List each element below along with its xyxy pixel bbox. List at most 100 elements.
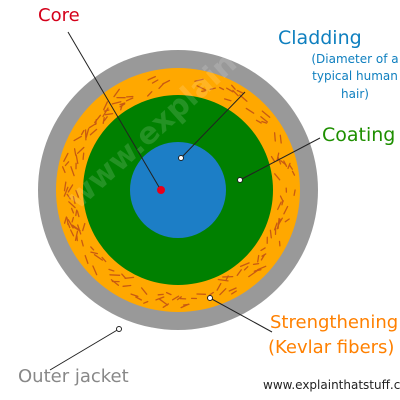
kevlar-fiber-stroke: [218, 86, 225, 91]
kevlar-fiber-stroke: [93, 254, 104, 261]
kevlar-fiber-stroke: [243, 266, 249, 271]
kevlar-fiber-stroke: [228, 287, 237, 292]
kevlar-fiber-stroke: [71, 216, 75, 223]
kevlar-fiber-stroke: [66, 193, 71, 200]
kevlar-fiber-stroke: [257, 254, 260, 263]
cladding-pointer-dot: [178, 155, 184, 161]
coating-label: Coating: [322, 124, 396, 146]
kevlar-fiber-stroke: [90, 251, 99, 255]
kevlar-fiber-stroke: [180, 303, 190, 309]
kevlar-fiber-stroke: [255, 119, 262, 124]
kevlar-fiber-stroke: [67, 184, 74, 193]
kevlar-fiber-stroke: [122, 284, 132, 287]
kevlar-fiber-stroke: [102, 117, 105, 125]
kevlar-fiber-stroke: [75, 189, 80, 198]
kevlar-fiber-stroke: [102, 107, 109, 118]
strengthening-label: Strengthening: [270, 312, 399, 333]
kevlar-fiber-stroke: [108, 268, 115, 272]
kevlar-fiber-stroke: [73, 148, 77, 156]
kevlar-fiber-stroke: [92, 265, 98, 276]
kevlar-fiber-stroke: [232, 89, 239, 97]
kevlar-fiber-stroke: [155, 296, 165, 301]
kevlar-fiber-stroke: [76, 210, 80, 218]
outer-jacket-leader-line: [49, 328, 120, 371]
strengthening-pointer-dot: [207, 295, 213, 301]
kevlar-fiber-stroke: [171, 295, 180, 301]
kevlar-fiber-stroke: [147, 91, 153, 97]
kevlar-fiber-stroke: [135, 296, 143, 301]
kevlar-fiber-stroke: [121, 273, 126, 279]
kevlar-fiber-stroke: [283, 205, 289, 215]
kevlar-fiber-stroke: [248, 270, 258, 278]
kevlar-fiber-stroke: [194, 78, 204, 82]
kevlar-fiber-stroke: [67, 222, 71, 229]
kevlar-fiber-stroke: [288, 164, 293, 170]
kevlar-fiber-stroke: [80, 129, 85, 136]
kevlar-fiber-stroke: [287, 162, 291, 170]
kevlar-fiber-stroke: [90, 246, 95, 251]
kevlar-fiber-stroke: [111, 101, 122, 105]
kevlar-fiber-stroke: [201, 89, 207, 93]
kevlar-fiber-stroke: [252, 262, 260, 266]
kevlar-fiber-stroke: [273, 132, 276, 142]
kevlar-fiber-stroke: [279, 134, 282, 144]
kevlar-fiber-stroke: [77, 224, 82, 235]
kevlar-fiber-stroke: [113, 88, 120, 98]
kevlar-fiber-stroke: [261, 253, 267, 257]
kevlar-fiber-stroke: [216, 282, 222, 291]
kevlar-fiber-stroke: [143, 300, 149, 304]
kevlar-fiber-stroke: [293, 189, 296, 197]
outer-jacket-pointer-dot: [116, 326, 122, 332]
kevlar-fiber-stroke: [158, 82, 165, 90]
kevlar-fiber-stroke: [94, 114, 102, 124]
kevlar-fiber-stroke: [261, 110, 271, 118]
kevlar-fiber-stroke: [103, 101, 109, 111]
outer-jacket-label: Outer jacket: [18, 366, 129, 387]
kevlar-fiber-stroke: [73, 135, 82, 142]
cladding-layer: [130, 142, 226, 238]
kevlar-fiber-stroke: [217, 278, 229, 282]
kevlar-fiber-stroke: [69, 229, 75, 237]
kevlar-fiber-texture: [61, 75, 296, 309]
kevlar-fiber-stroke: [75, 209, 78, 217]
site-credit: www.explainthatstuff.com: [263, 378, 400, 392]
kevlar-fiber-stroke: [84, 254, 89, 265]
kevlar-fiber-stroke: [245, 107, 255, 114]
kevlar-fiber-stroke: [103, 109, 110, 112]
kevlar-fiber-stroke: [279, 195, 284, 203]
kevlar-fiber-stroke: [82, 152, 85, 160]
kevlar-fiber-stroke: [70, 207, 75, 214]
kevlar-fiber-stroke: [277, 217, 280, 229]
kevlar-fiber-stroke: [261, 120, 268, 124]
kevlar-fiber-stroke: [61, 166, 66, 174]
kevlar-fiber-stroke: [151, 79, 159, 84]
cladding-leader-line: [180, 91, 246, 159]
kevlar-fiber-stroke: [63, 216, 68, 224]
kevlar-fiber-stroke: [120, 104, 123, 111]
cladding-label: Cladding: [278, 27, 362, 49]
kevlar-fiber-stroke: [82, 222, 86, 232]
kevlar-fiber-stroke: [162, 303, 170, 308]
core-leader-line: [67, 31, 160, 188]
kevlar-fiber-stroke: [130, 293, 139, 298]
kevlar-fiber-stroke: [119, 102, 126, 106]
kevlar-fiber-stroke: [124, 276, 135, 279]
kevlar-fiber-stroke: [239, 262, 250, 268]
kevlar-fiber-stroke: [209, 87, 216, 91]
kevlar-fiber-stroke: [147, 75, 156, 81]
kevlar-fiber-stroke: [223, 98, 232, 102]
kevlar-fiber-stroke: [283, 160, 288, 167]
kevlar-fiber-stroke: [209, 291, 214, 296]
kevlar-fiber-stroke: [89, 128, 98, 136]
kevlar-fiber-stroke: [260, 116, 269, 123]
kevlar-fiber-stroke: [109, 274, 121, 276]
core-label: Core: [38, 5, 80, 26]
kevlar-fiber-stroke: [291, 170, 296, 176]
kevlar-fiber-stroke: [104, 112, 114, 116]
kevlar-fiber-stroke: [71, 225, 80, 232]
kevlar-fiber-stroke: [64, 161, 70, 167]
kevlar-fiber-stroke: [256, 265, 267, 271]
kevlar-fiber-stroke: [277, 201, 282, 211]
kevlar-fiber-stroke: [270, 155, 276, 163]
